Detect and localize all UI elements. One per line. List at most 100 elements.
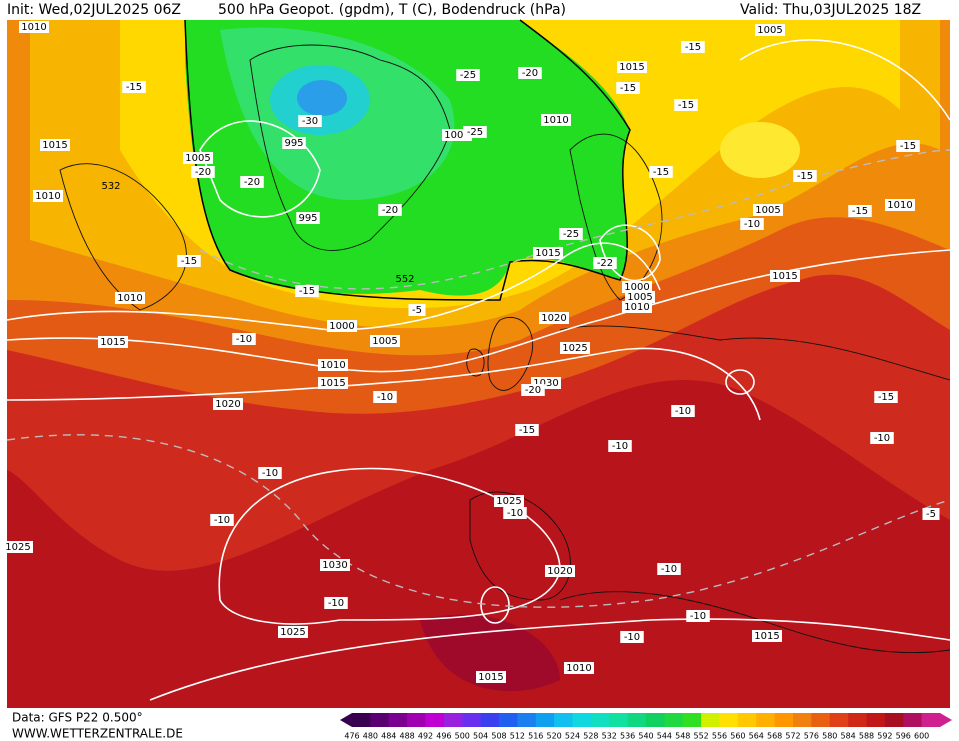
- colorbar-arrow-left: [340, 713, 352, 727]
- isobar-label-box: [278, 626, 308, 638]
- temperature-label-box: [620, 631, 644, 643]
- isobar-label-box: [282, 137, 306, 149]
- temperature-label: -10: [744, 219, 760, 230]
- isobar-label: 1010: [543, 115, 568, 126]
- temperature-label: -25: [467, 127, 483, 138]
- temperature-label-box: [177, 255, 201, 267]
- temperature-label: -10: [214, 515, 230, 526]
- colorbar-label: 524: [565, 732, 580, 741]
- isobar-label: 1015: [535, 248, 560, 259]
- temperature-label-box: [210, 514, 234, 526]
- temperature-label: -10: [262, 468, 278, 479]
- isobar-label-box: [183, 152, 213, 164]
- temperature-label-box: [649, 166, 673, 178]
- isobar-label-box: [19, 21, 49, 33]
- temperature-label: -15: [181, 256, 197, 267]
- colorbar-label: 480: [363, 732, 378, 741]
- temperature-label: -10: [507, 508, 523, 519]
- temperature-label: -5: [926, 509, 936, 520]
- isobar-label: 1005: [185, 153, 210, 164]
- temperature-label-box: [122, 81, 146, 93]
- valid-time: Valid: Thu,03JUL2025 18Z: [740, 2, 921, 18]
- geopotential-label: 552: [395, 274, 414, 285]
- isobar-label: 1020: [547, 566, 572, 577]
- isobar-label-box: [327, 320, 357, 332]
- temperature-label-box: [463, 126, 487, 138]
- isobar-label: 1025: [5, 542, 30, 553]
- temperature-label: -10: [236, 334, 252, 345]
- isobar-label: 1005: [757, 25, 782, 36]
- colorbar-label: 476: [344, 732, 359, 741]
- isobar-label-box: [560, 342, 590, 354]
- isobar-label: 1005: [372, 336, 397, 347]
- temperature-label-box: [373, 391, 397, 403]
- isobar-label-box: [40, 139, 70, 151]
- temperature-label: -15: [852, 206, 868, 217]
- temperature-label: -10: [612, 441, 628, 452]
- isobar-label: 1005: [627, 292, 652, 303]
- temperature-label: -15: [900, 141, 916, 152]
- isobar-label-box: [753, 204, 783, 216]
- colorbar-swatch: [517, 713, 537, 727]
- colorbar-swatch: [572, 713, 592, 727]
- map-title: 500 hPa Geopot. (gpdm), T (C), Bodendruc…: [218, 2, 566, 18]
- isobar-label: 1015: [619, 62, 644, 73]
- colorbar-swatch: [590, 713, 610, 727]
- isobar-label: 1015: [478, 672, 503, 683]
- isobar-label-box: [545, 565, 575, 577]
- colorbar-label: 492: [418, 732, 433, 741]
- colorbar-label: 552: [693, 732, 708, 741]
- colorbar-swatch: [499, 713, 518, 727]
- temperature-label-box: [671, 405, 695, 417]
- temperature-label-box: [559, 228, 583, 240]
- colorbar-label: 500: [455, 732, 470, 741]
- colorbar-label: 532: [602, 732, 617, 741]
- colorbar-label: 600: [914, 732, 929, 741]
- isobar-label-box: [541, 114, 571, 126]
- isobar-label: 1000: [624, 282, 649, 293]
- colorbar: 476 480 484 488 492 496 500 504 508 512 516 520 524 5…: [340, 713, 952, 741]
- isobar-label: 1020: [215, 399, 240, 410]
- isobar-label: 1025: [496, 496, 521, 507]
- isobar-label: 1015: [754, 631, 779, 642]
- isobar-label-box: [320, 559, 350, 571]
- colorbar-label: 496: [436, 732, 451, 741]
- isobar-label: 1030: [533, 378, 558, 389]
- colorbar-swatch: [701, 713, 720, 727]
- isobar-label: 1015: [320, 378, 345, 389]
- temperature-label: -10: [624, 632, 640, 643]
- temperature-label: -15: [678, 100, 694, 111]
- temperature-label: -30: [302, 116, 318, 127]
- temperature-label-box: [232, 333, 256, 345]
- colorbar-label: 592: [877, 732, 892, 741]
- temperature-label-box: [896, 140, 920, 152]
- temperature-label: -5: [412, 305, 422, 316]
- temperature-label-box: [408, 304, 426, 316]
- colorbar-label: 556: [712, 732, 727, 741]
- colorbar-label: 536: [620, 732, 635, 741]
- temperature-label: -25: [460, 70, 476, 81]
- temperature-label-box: [503, 507, 527, 519]
- temperature-label-box: [922, 508, 940, 520]
- isobar-label-box: [770, 270, 800, 282]
- isobar-label-box: [476, 671, 506, 683]
- colorbar-swatch: [866, 713, 886, 727]
- isobar-label-box: [3, 541, 33, 553]
- temperature-label: -20: [522, 68, 538, 79]
- colorbar-swatch: [811, 713, 831, 727]
- isobar-label: 1010: [566, 663, 591, 674]
- temperature-label: -10: [675, 406, 691, 417]
- temperature-label-box: [593, 257, 617, 269]
- temperature-label-box: [870, 432, 894, 444]
- temperature-label: -10: [328, 598, 344, 609]
- colorbar-label: 508: [491, 732, 506, 741]
- temperature-label-box: [191, 166, 215, 178]
- temperature-label-box: [456, 69, 480, 81]
- colorbar-label: 528: [583, 732, 598, 741]
- colorbar-swatch: [462, 713, 482, 727]
- colorbar-swatch: [407, 713, 426, 727]
- colorbar-label: 544: [657, 732, 672, 741]
- temperature-label: -10: [874, 433, 890, 444]
- isobar-label: 1015: [100, 337, 125, 348]
